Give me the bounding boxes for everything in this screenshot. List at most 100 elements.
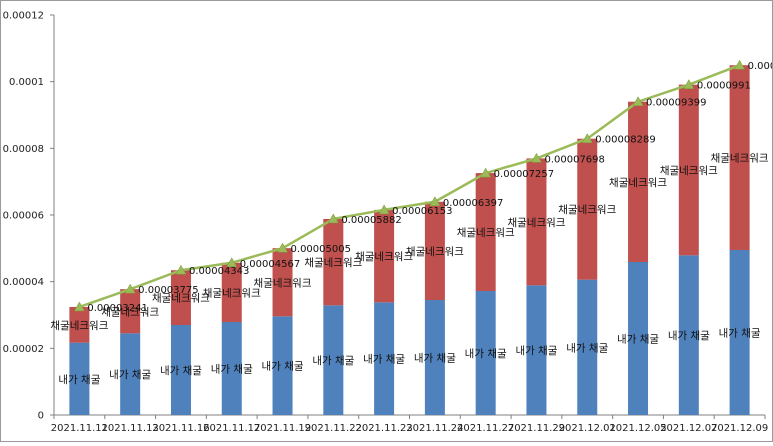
bar-segment-network [120, 289, 141, 334]
total-value-label: 0.00003775 [138, 285, 198, 296]
bar-segment-mined [424, 300, 445, 415]
total-value-label: 0.00007257 [494, 169, 554, 180]
x-tick-label: 2021.11.23 [355, 423, 412, 434]
x-tick-label: 2021.11.24 [406, 423, 463, 434]
total-line-marker [378, 204, 390, 215]
bar-segment-mined [170, 325, 191, 415]
total-value-label: 0.00005882 [341, 215, 401, 226]
bar-segment-network [221, 262, 242, 322]
x-tick-label: 2021.11.11 [51, 423, 108, 434]
segment-label-network: 채굴네크워크 [101, 305, 159, 318]
total-value-label: 0.00004567 [240, 259, 300, 270]
total-value-label: 0.00009399 [646, 98, 706, 109]
segment-label-mined: 내가 채굴 [211, 364, 253, 376]
segment-label-mined: 내가 채굴 [668, 330, 710, 342]
y-tick-label: 0.00004 [3, 277, 44, 288]
segment-label-mined: 내가 채굴 [515, 345, 557, 357]
x-tick-label: 2021.11.16 [152, 423, 209, 434]
segment-label-network: 채굴네크워크 [355, 250, 413, 263]
segment-label-mined: 내가 채굴 [465, 348, 507, 360]
bar-segment-network [424, 201, 445, 300]
total-line-path [78, 64, 741, 309]
bars [69, 65, 750, 415]
total-line-marker [73, 301, 85, 312]
segment-label-mined: 내가 채굴 [719, 328, 761, 340]
bar-segment-network [272, 248, 293, 317]
x-tick-label: 2021.11.17 [203, 423, 260, 434]
x-tick-label: 2021.12.05 [609, 423, 666, 434]
segment-label-mined: 내가 채굴 [617, 334, 659, 346]
segment-label-network: 채굴네크워크 [507, 216, 565, 229]
x-tick-label: 2021.12.01 [559, 423, 616, 434]
bar-segment-mined [729, 250, 750, 415]
x-tick-label: 2021.12.09 [711, 423, 768, 434]
y-tick-label: 0.0001 [9, 77, 44, 88]
total-line-marker [632, 96, 644, 106]
bar-segment-network [729, 65, 750, 250]
total-line-marker [531, 152, 542, 163]
total-line-marker [327, 213, 339, 224]
segment-label-mined: 내가 채굴 [566, 342, 608, 354]
segment-label-network: 채굴네크워크 [457, 226, 515, 239]
bar-segment-mined [323, 305, 344, 415]
total-line-marker [226, 257, 238, 268]
segment-label-network: 채굴네크워크 [254, 276, 312, 289]
bar-segment-mined [577, 279, 598, 415]
x-tick-label: 2021.11.13 [102, 423, 159, 434]
y-tick-label: 0.00006 [3, 211, 44, 222]
bar-segment-mined [678, 255, 699, 415]
bar-segment-mined [120, 333, 141, 415]
segment-label-network: 채굴네크워크 [406, 245, 464, 258]
bar-segment-network [475, 173, 496, 291]
segment-label-network: 채굴네크워크 [203, 286, 261, 299]
segment-label-network: 채굴네크워크 [152, 292, 210, 305]
x-tick-label: 2021.11.27 [457, 423, 514, 434]
x-tick-label: 2021.11.19 [254, 423, 311, 434]
bar-segment-mined [374, 302, 395, 415]
total-line-marker [734, 59, 746, 70]
segment-label-mined: 내가 채굴 [414, 353, 456, 365]
bar-segment-mined [628, 262, 649, 415]
total-value-label: 0.00003241 [87, 303, 147, 314]
y-tick-label: 0.00002 [3, 344, 44, 355]
segment-label-mined: 내가 채굴 [262, 361, 304, 373]
total-value-label: 0.00006397 [443, 198, 503, 209]
bar-segment-network [678, 84, 699, 256]
bar-segment-mined [526, 285, 547, 415]
segment-label-network: 채굴네크워크 [609, 176, 667, 189]
y-axis: 0 0.00002 0.00004 0.00006 0.00008 0.0001 0.000… [3, 11, 54, 422]
bar-segment-mined [69, 342, 90, 415]
bar-segment-mined [221, 322, 242, 415]
segment-label-network: 채굴네크워크 [660, 164, 718, 177]
y-tick-label: 0 [38, 411, 44, 422]
x-tick-label: 2021.11.22 [305, 423, 362, 434]
total-value-label: 0.00010494 [748, 61, 772, 72]
total-line-marker [429, 196, 441, 207]
y-tick-label: 0.00012 [3, 11, 44, 22]
segment-label-network: 채굴네크워크 [304, 256, 362, 269]
segment-label-mined: 내가 채굴 [363, 354, 405, 366]
segment-label-mined: 내가 채굴 [109, 369, 151, 381]
total-value-label: 0.0000991 [697, 81, 751, 92]
bar-segment-mined [475, 291, 496, 415]
x-axis: 2021.11.112021.11.132021.11.162021.11.17… [51, 415, 768, 434]
bar-segment-network [69, 306, 90, 343]
bar-segment-network [323, 218, 344, 306]
total-value-label: 0.00005005 [291, 244, 351, 255]
segment-label-mined: 내가 채굴 [58, 374, 100, 386]
total-line-marker [277, 242, 288, 253]
bar-segment-network [374, 209, 395, 303]
x-tick-label: 2021.12.07 [660, 423, 717, 434]
total-line-marker [124, 283, 136, 294]
bar-segment-mined [272, 316, 293, 415]
y-tick-label: 0.00008 [3, 144, 44, 155]
total-line-marker [480, 167, 492, 178]
total-value-label: 0.00006153 [392, 206, 452, 217]
bar-segment-network [526, 158, 547, 286]
total-line [73, 59, 746, 312]
segment-label-mined: 내가 채굴 [160, 365, 202, 377]
segment-label-network: 채굴네크워크 [50, 319, 108, 332]
